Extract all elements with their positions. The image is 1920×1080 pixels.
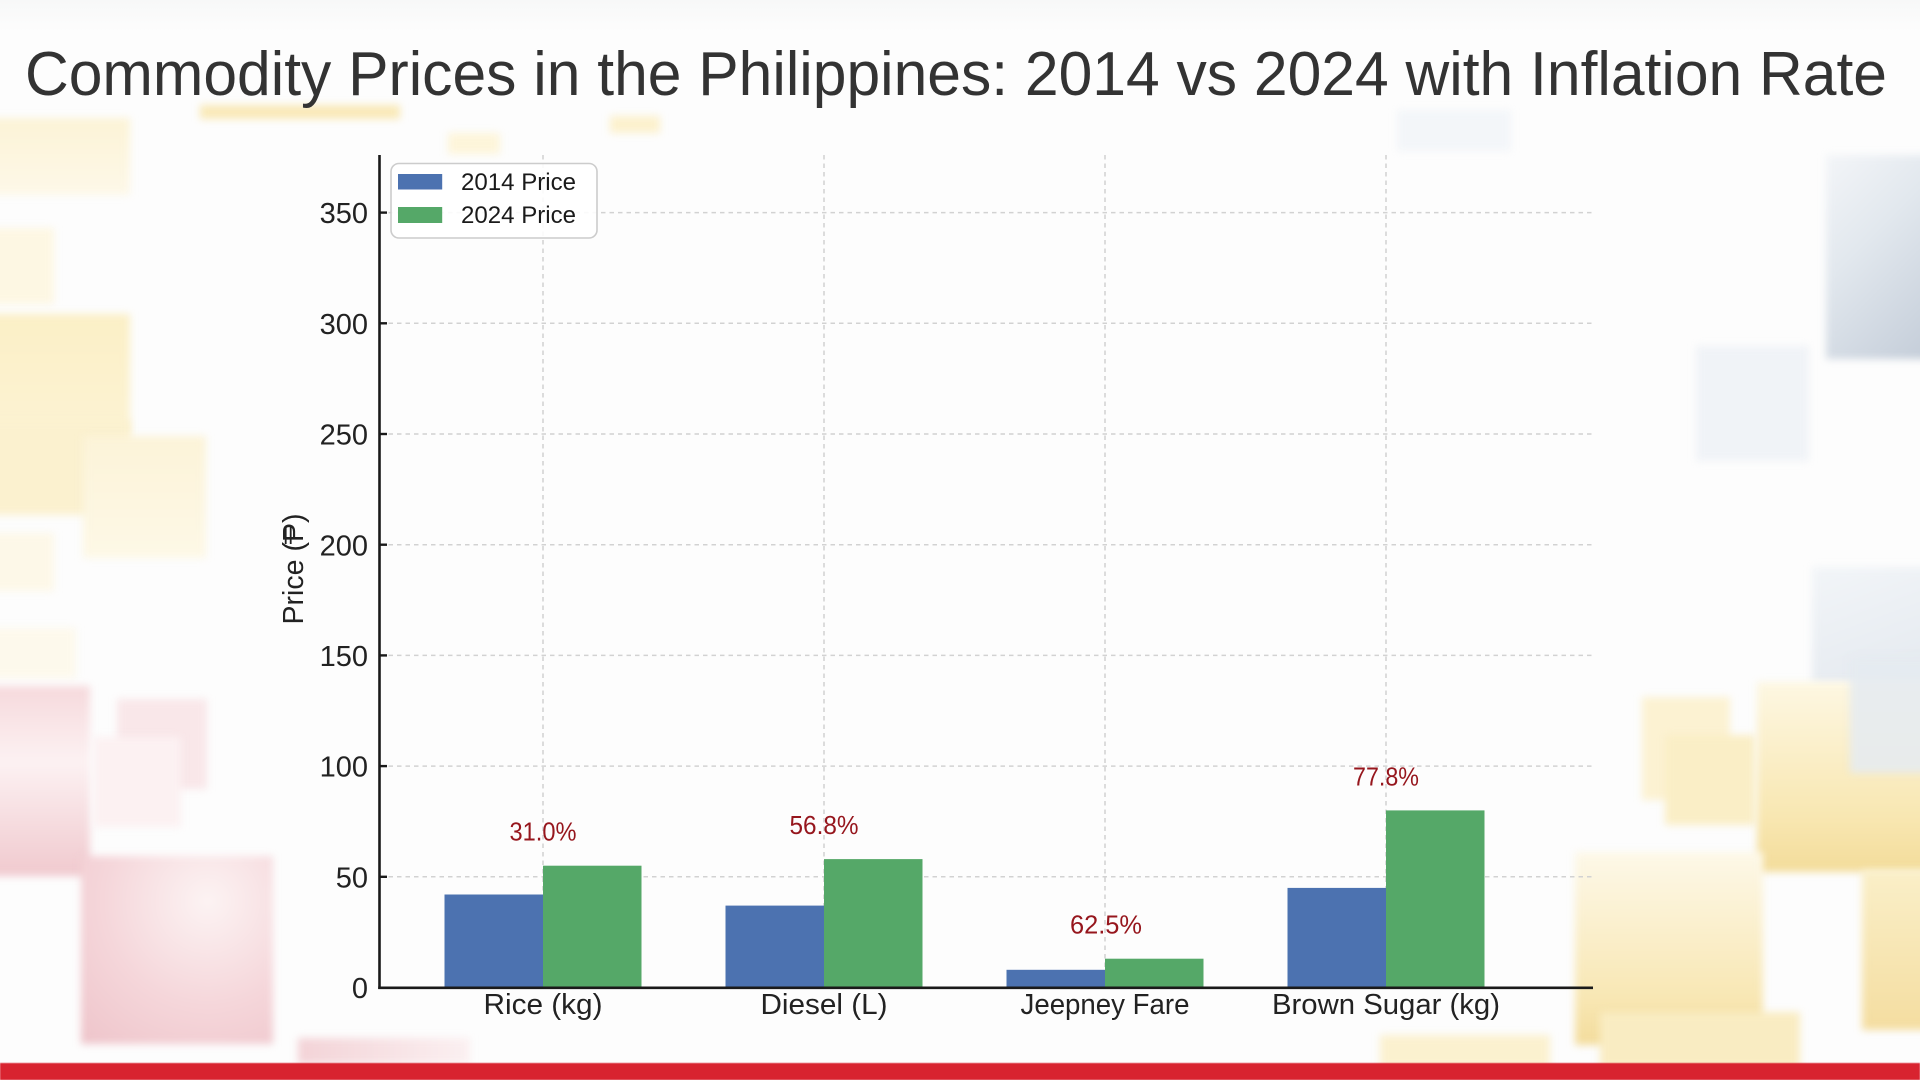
svg-text:200: 200	[320, 530, 368, 562]
svg-text:2024 Price: 2024 Price	[461, 202, 576, 229]
svg-text:300: 300	[320, 309, 368, 341]
svg-text:Commodity Prices in the Philip: Commodity Prices in the Philippines: 201…	[25, 40, 1887, 109]
svg-text:2014 Price: 2014 Price	[461, 169, 576, 196]
svg-text:50: 50	[336, 862, 368, 894]
svg-text:250: 250	[320, 420, 368, 452]
svg-text:Jeepney Fare: Jeepney Fare	[1021, 989, 1190, 1021]
svg-text:Price (P): Price (P)	[278, 514, 310, 625]
svg-text:0: 0	[352, 973, 368, 1005]
svg-text:56.8%: 56.8%	[790, 810, 859, 840]
svg-text:Rice (kg): Rice (kg)	[484, 989, 603, 1021]
svg-text:Brown Sugar (kg): Brown Sugar (kg)	[1272, 989, 1500, 1021]
svg-text:77.8%: 77.8%	[1353, 761, 1419, 791]
svg-text:100: 100	[320, 752, 368, 784]
svg-text:350: 350	[320, 198, 368, 230]
svg-text:150: 150	[320, 641, 368, 673]
svg-text:Diesel (L): Diesel (L)	[761, 989, 888, 1021]
svg-text:31.0%: 31.0%	[510, 817, 577, 847]
svg-text:62.5%: 62.5%	[1070, 910, 1142, 940]
